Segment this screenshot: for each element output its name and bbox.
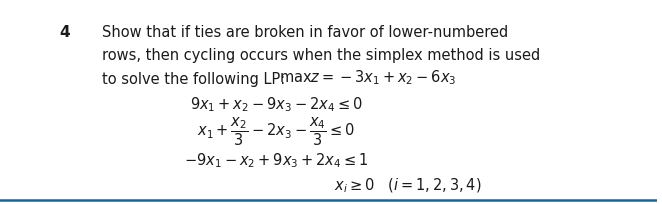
Text: $\max z = -3x_1 + x_2 - 6x_3$: $\max z = -3x_1 + x_2 - 6x_3$ — [279, 68, 457, 87]
Text: $x_i \geq 0 \quad (i = 1, 2, 3, 4)$: $x_i \geq 0 \quad (i = 1, 2, 3, 4)$ — [334, 175, 481, 194]
Text: rows, then cycling occurs when the simplex method is used: rows, then cycling occurs when the simpl… — [102, 48, 540, 63]
Text: $x_1 + \dfrac{x_2}{3} - 2x_3 - \dfrac{x_4}{3} \leq 0$: $x_1 + \dfrac{x_2}{3} - 2x_3 - \dfrac{x_… — [197, 115, 355, 148]
Text: $9x_1 + x_2 - 9x_3 - 2x_4 \leq 0$: $9x_1 + x_2 - 9x_3 - 2x_4 \leq 0$ — [190, 95, 362, 113]
Text: to solve the following LP:: to solve the following LP: — [102, 71, 285, 86]
Text: 4: 4 — [59, 24, 70, 39]
Text: Show that if ties are broken in favor of lower-numbered: Show that if ties are broken in favor of… — [102, 24, 508, 39]
Text: $-9x_1 - x_2 + 9x_3 + 2x_4 \leq 1$: $-9x_1 - x_2 + 9x_3 + 2x_4 \leq 1$ — [184, 151, 368, 170]
